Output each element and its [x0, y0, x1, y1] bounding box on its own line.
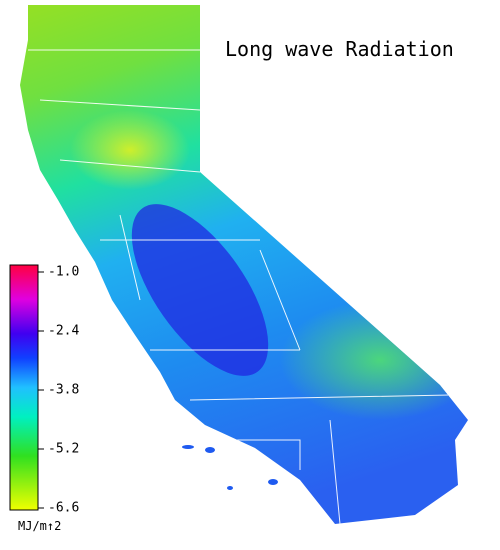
colorbar-label: MJ/m↑2 — [18, 519, 61, 533]
tick-label: -2.4 — [48, 324, 79, 339]
colorbar-ticks: -1.0 -2.4 -3.8 -5.2 -6.6 — [38, 265, 79, 516]
tick-label: -5.2 — [48, 442, 79, 457]
colorbar — [9, 264, 39, 511]
tick-label: -6.6 — [48, 501, 79, 516]
tick-label: -3.8 — [48, 383, 79, 398]
islands — [182, 445, 278, 490]
tick-label: -1.0 — [48, 265, 79, 280]
map-title: Long wave Radiation — [225, 37, 454, 61]
